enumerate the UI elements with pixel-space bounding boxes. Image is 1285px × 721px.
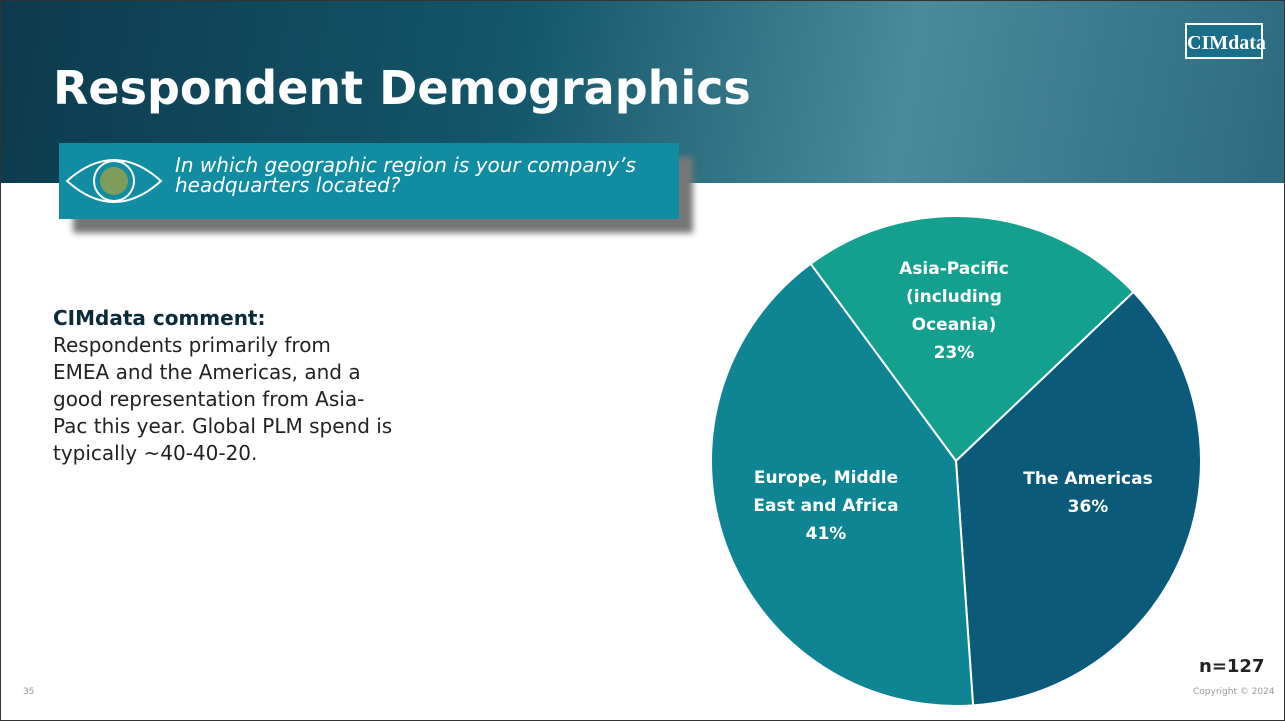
value-label: 23% — [933, 343, 975, 363]
copyright: Copyright © 2024 — [1193, 687, 1275, 697]
comment-body: Respondents primarily from EMEA and the … — [53, 333, 393, 465]
value-label: 36% — [1067, 497, 1109, 517]
question-box: In which geographic region is your compa… — [59, 143, 679, 219]
pie-slice — [710, 262, 975, 707]
sample-size: n=127 — [1199, 656, 1265, 677]
pie-slice — [809, 215, 1135, 463]
category-label: Asia-Pacific (including Oceania) — [899, 259, 1009, 335]
eye-icon — [65, 159, 163, 203]
slice-label: Europe, Middle East and Africa 41% — [736, 464, 916, 548]
category-label: The Americas — [1023, 469, 1153, 489]
category-label: Europe, Middle East and Africa — [753, 468, 899, 516]
slice-label: The Americas 36% — [1003, 465, 1173, 521]
logo: CIMdata — [1185, 23, 1266, 59]
slice-label: Asia-Pacific (including Oceania) 23% — [879, 255, 1029, 367]
comment-heading: CIMdata comment: — [53, 306, 266, 330]
page-number: 35 — [23, 687, 35, 697]
value-label: 41% — [805, 524, 847, 544]
question: In which geographic region is your compa… — [175, 153, 636, 197]
pie-slice — [954, 290, 1202, 707]
slide-title: Respondent Demographics — [53, 61, 751, 115]
